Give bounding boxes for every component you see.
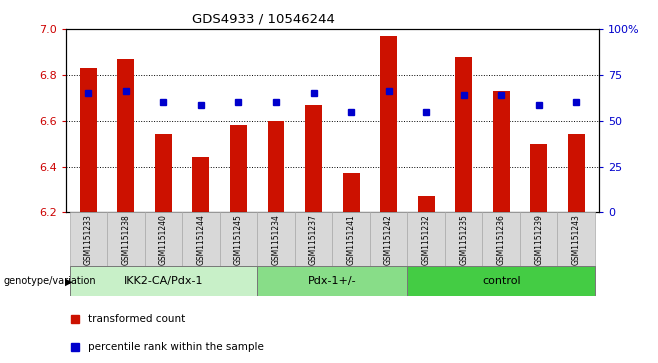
Bar — [370, 212, 407, 267]
Text: GSM1151238: GSM1151238 — [121, 214, 130, 265]
Text: GSM1151242: GSM1151242 — [384, 214, 393, 265]
Bar — [305, 105, 322, 212]
Bar — [193, 157, 209, 212]
Bar — [493, 91, 510, 212]
Bar — [568, 134, 585, 212]
Bar — [380, 36, 397, 212]
Text: GSM1151237: GSM1151237 — [309, 214, 318, 265]
Text: GDS4933 / 10546244: GDS4933 / 10546244 — [191, 13, 335, 26]
Bar — [155, 134, 172, 212]
Text: GSM1151240: GSM1151240 — [159, 214, 168, 265]
Bar — [117, 59, 134, 212]
Text: GSM1151244: GSM1151244 — [197, 214, 205, 265]
Bar — [257, 266, 407, 296]
Text: Pdx-1+/-: Pdx-1+/- — [308, 276, 357, 286]
Text: GSM1151234: GSM1151234 — [272, 214, 280, 265]
Bar — [557, 212, 595, 267]
Bar — [445, 212, 482, 267]
Bar — [80, 68, 97, 212]
Text: GSM1151233: GSM1151233 — [84, 214, 93, 265]
Bar — [107, 212, 145, 267]
Bar — [530, 144, 547, 212]
Bar — [520, 212, 557, 267]
Text: GSM1151232: GSM1151232 — [422, 214, 430, 265]
Bar — [407, 266, 595, 296]
Text: IKK2-CA/Pdx-1: IKK2-CA/Pdx-1 — [124, 276, 203, 286]
Bar — [230, 125, 247, 212]
Bar — [343, 174, 359, 212]
Bar — [295, 212, 332, 267]
Bar — [182, 212, 220, 267]
Bar — [407, 212, 445, 267]
Bar — [257, 212, 295, 267]
Bar — [455, 57, 472, 212]
Text: GSM1151239: GSM1151239 — [534, 214, 544, 265]
Text: GSM1151243: GSM1151243 — [572, 214, 581, 265]
Bar — [70, 212, 107, 267]
Bar — [220, 212, 257, 267]
Bar — [268, 121, 284, 212]
Text: ▶: ▶ — [64, 276, 72, 286]
Bar — [482, 212, 520, 267]
Bar — [145, 212, 182, 267]
Bar — [418, 196, 434, 212]
Text: GSM1151236: GSM1151236 — [497, 214, 506, 265]
Text: control: control — [482, 276, 520, 286]
Text: GSM1151241: GSM1151241 — [347, 214, 355, 265]
Text: genotype/variation: genotype/variation — [3, 276, 96, 286]
Text: GSM1151235: GSM1151235 — [459, 214, 468, 265]
Text: transformed count: transformed count — [88, 314, 186, 323]
Text: GSM1151245: GSM1151245 — [234, 214, 243, 265]
Text: percentile rank within the sample: percentile rank within the sample — [88, 342, 264, 352]
Bar — [332, 212, 370, 267]
Bar — [70, 266, 257, 296]
